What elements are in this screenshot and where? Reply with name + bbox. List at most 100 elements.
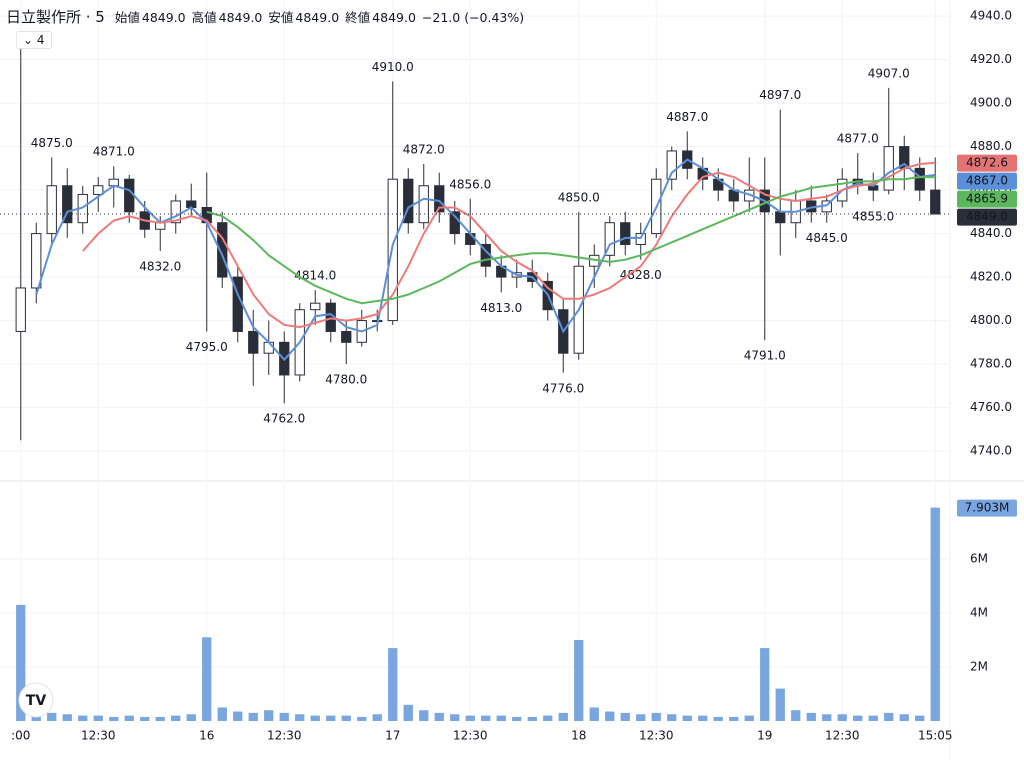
volume-bar [233,711,243,721]
x-tick-label: 17 [385,729,400,743]
volume-bar [403,704,413,721]
candle-body [341,330,352,343]
low-label: 4762.0 [263,412,305,426]
y-tick-label: 2M [970,659,988,673]
candle-body [775,211,786,224]
volume-bar [217,707,227,721]
svg-text:TV: TV [26,693,47,709]
candle-body [62,185,73,224]
indicator-count: 4 [36,33,45,47]
x-tick-label: 16 [199,729,214,743]
volume-bar [884,712,894,721]
volume-bar [915,715,925,721]
candle-body [310,302,321,311]
tv-logo: TV [18,682,54,718]
candle-body [620,222,631,245]
candle-body [883,146,894,191]
x-tick-label: 19 [757,729,772,743]
price-tag [957,208,1017,226]
price-tag-label: 4865.9 [966,192,1008,206]
indicator-toggle[interactable]: ⌄ 4 [16,31,52,49]
x-tick-label: 15:05 [918,729,953,743]
grid [0,0,950,721]
price-tag [957,154,1017,172]
low-label: 4855.0 [852,209,894,223]
volume-bar [744,715,754,721]
volume-bar [341,715,351,721]
volume-bar [636,714,646,721]
candle-body [124,178,135,213]
candle-body [46,185,57,235]
volume-bar [155,716,165,721]
volume-bar [62,714,72,721]
y-tick-label: 4800.0 [970,313,1012,327]
volume-bar [481,715,491,721]
high-label: 4850.0 [558,190,600,204]
volume-tag [957,499,1017,517]
volume-bar [822,714,832,721]
volume-bar [512,716,522,721]
volume-bar [605,711,615,721]
candle-body [418,185,429,224]
candle-body [465,233,476,245]
y-tick-label: 4820.0 [970,270,1012,284]
candle-body [31,233,42,289]
volume-bar [760,648,770,721]
low-label: 4832.0 [139,259,181,273]
y-tick-label: 4900.0 [970,96,1012,110]
y-tick-label: 4760.0 [970,400,1012,414]
volume-bar [372,714,382,721]
volume-bar [310,715,320,721]
y-tick-label: 4740.0 [970,444,1012,458]
high-label: 4907.0 [868,66,910,80]
high-label: 4887.0 [666,110,708,124]
high-label: 4877.0 [837,132,879,146]
volume-bar [930,507,940,721]
volume-bar [682,715,692,721]
volume-bar [295,714,305,721]
ohlc-value: 4849.0 [372,10,416,25]
volume-bar [698,715,708,721]
volume-bar [791,710,801,721]
volume-bar [713,716,723,721]
high-label: 4871.0 [93,145,135,159]
y-tick-label: 4940.0 [970,9,1012,23]
y-tick-label: 4840.0 [970,226,1012,240]
volume-bar [202,637,212,721]
volume-bar [357,716,367,721]
candle-body [248,330,259,354]
x-tick-label: 12:30 [639,729,674,743]
volume-bar [419,710,429,721]
high-label: 4856.0 [449,177,491,191]
y-tick-label: 4920.0 [970,52,1012,66]
volume-bar [388,648,398,721]
volume-bar [574,639,584,721]
low-label: 4813.0 [480,301,522,315]
volume-bar [837,714,847,721]
y-tick-label: 6M [970,551,988,565]
ohlc-value: 4849.0 [141,10,186,25]
volume-bar [78,715,88,721]
volume-bars [16,507,940,721]
x-tick-label: 12:30 [81,729,116,743]
candle-body [93,185,104,195]
x-tick-label: 12:30 [825,729,860,743]
y-tick-label: 4780.0 [970,357,1012,371]
y-tick-label: 4880.0 [970,139,1012,153]
volume-bar [450,714,460,721]
volume-bar [326,715,336,721]
candle-body [930,189,941,215]
volume-bar [279,712,289,721]
y-tick-label: 4M [970,605,988,619]
price-tag-label: 4867.0 [966,174,1008,188]
ohlc-value: 4849.0 [295,10,340,25]
candle-body [403,178,414,224]
low-label: 4795.0 [186,340,228,354]
volume-bar [186,714,196,721]
low-label: 4845.0 [806,231,848,245]
volume-bar [667,714,677,721]
volume-bar [434,712,444,721]
ohlc-name: 始値 [114,10,140,25]
